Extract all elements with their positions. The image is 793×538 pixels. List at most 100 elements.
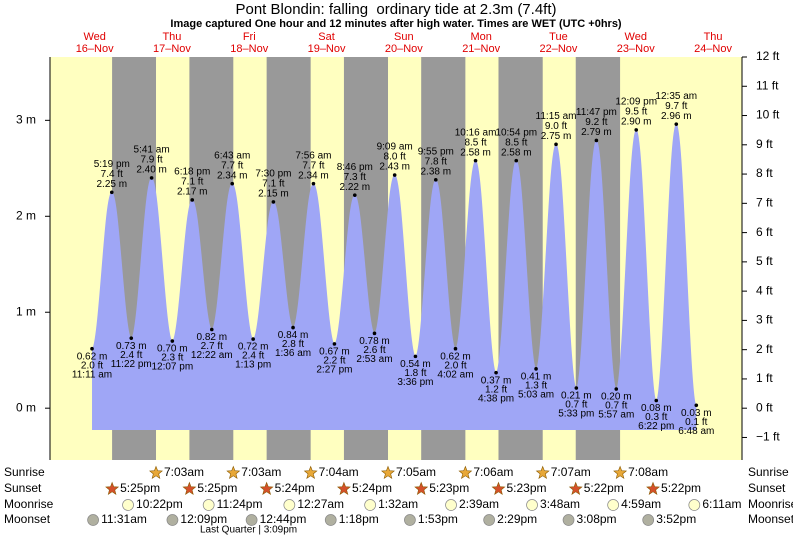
time-label: 5:57 am xyxy=(598,410,634,421)
height-ft-label: 9.0 ft xyxy=(545,121,567,132)
height-m-label: 2.58 m xyxy=(501,147,532,158)
time-label: 12:22 am xyxy=(191,350,233,361)
sunrise-time: 7:05am xyxy=(396,465,436,479)
y2-tick-label: 10 ft xyxy=(756,108,780,122)
low-water-point xyxy=(494,370,498,375)
time-label: 6:18 pm xyxy=(174,167,210,178)
sunrise-icon xyxy=(381,465,395,479)
sunrise-icon xyxy=(458,465,473,479)
height-m-label: 2.38 m xyxy=(421,166,452,177)
sunrise-time: 7:08am xyxy=(628,465,668,479)
low-water-point xyxy=(694,403,699,408)
high-water-point xyxy=(352,193,357,197)
time-label: 4:02 am xyxy=(437,369,473,380)
height-m-label: 2.22 m xyxy=(339,182,370,193)
time-label: 11:15 am xyxy=(536,111,577,122)
day-date: 24–Nov xyxy=(694,43,732,55)
y2-tick-label: 6 ft xyxy=(756,225,773,239)
sunset-icon xyxy=(646,481,660,495)
height-ft-label: 8.0 ft xyxy=(384,152,406,163)
height-m-label: 0.37 m xyxy=(481,375,512,386)
height-m-label: 0.70 m xyxy=(157,344,188,355)
high-water-point xyxy=(473,158,478,163)
y2-tick-label: 9 ft xyxy=(756,137,773,151)
moonrise-time: 1:32am xyxy=(378,497,418,511)
time-label: 12:09 pm xyxy=(615,97,657,108)
height-ft-label: 7.8 ft xyxy=(425,156,447,167)
row-label-left: Sunrise xyxy=(4,465,45,479)
data-layer xyxy=(91,123,697,431)
time-label: 8:46 pm xyxy=(337,162,373,173)
sunrise-icon xyxy=(613,465,628,479)
height-ft-label: 8.5 ft xyxy=(505,137,527,148)
time-label: 10:16 am xyxy=(455,127,497,138)
height-ft-label: 7.7 ft xyxy=(221,160,243,171)
y2-tick-label: 1 ft xyxy=(756,371,773,385)
day-date: 19–Nov xyxy=(308,43,346,55)
height-ft-label: 7.9 ft xyxy=(140,155,162,166)
y2-tick-label: 8 ft xyxy=(756,166,773,180)
day-date: 21–Nov xyxy=(462,43,500,55)
height-ft-label: 1.2 ft xyxy=(485,384,507,395)
height-ft-label: 9.5 ft xyxy=(625,107,647,118)
height-m-label: 0.41 m xyxy=(521,371,552,382)
moonset-time: 1:53pm xyxy=(418,512,458,526)
sunset-time: 5:23pm xyxy=(429,481,469,495)
height-ft-label: 7.1 ft xyxy=(262,179,284,190)
height-m-label: 2.96 m xyxy=(661,111,692,122)
day-weekday: Sat xyxy=(318,31,335,43)
sunrise-time: 7:04am xyxy=(319,465,359,479)
height-ft-label: 1.3 ft xyxy=(525,380,547,391)
height-ft-label: 0.3 ft xyxy=(645,412,667,423)
height-ft-label: 2.0 ft xyxy=(444,360,466,371)
day-date: 23–Nov xyxy=(617,43,655,55)
sunrise-icon xyxy=(226,465,241,479)
time-label: 2:53 am xyxy=(356,354,392,365)
height-m-label: 2.43 m xyxy=(379,162,410,173)
time-label: 7:56 am xyxy=(295,150,331,161)
y2-tick-label: 2 ft xyxy=(756,342,773,356)
time-label: 11:47 pm xyxy=(576,107,617,118)
low-water-point xyxy=(534,367,538,371)
day-weekday: Thu xyxy=(704,31,723,43)
height-ft-label: 7.7 ft xyxy=(302,160,324,171)
time-label: 5:19 pm xyxy=(94,159,130,170)
height-m-label: 2.79 m xyxy=(581,127,612,138)
sunset-time: 5:24pm xyxy=(352,481,392,495)
high-water-point xyxy=(230,181,235,186)
row-label-left: Moonrise xyxy=(4,497,54,511)
label-layer: Wed16–NovThu17–NovFri18–NovSat19–NovSun2… xyxy=(4,31,793,526)
sunrise-icon xyxy=(535,465,550,479)
height-ft-label: 2.0 ft xyxy=(81,360,103,371)
time-label: 11:22 pm xyxy=(111,359,152,370)
height-ft-label: 8.5 ft xyxy=(464,137,486,148)
time-label: 3:36 pm xyxy=(397,377,433,388)
moonrise-icon xyxy=(445,499,457,511)
moonset-time: 1:18pm xyxy=(339,512,379,526)
day-weekday: Sun xyxy=(394,31,414,43)
sunrise-icon xyxy=(149,465,163,479)
high-water-point xyxy=(674,122,679,126)
height-m-label: 2.17 m xyxy=(177,187,208,198)
y-tick-label: 3 m xyxy=(16,113,36,127)
height-m-label: 0.67 m xyxy=(319,347,350,358)
day-date: 22–Nov xyxy=(539,43,577,55)
moonset-time: 11:31am xyxy=(101,512,147,526)
moonset-icon xyxy=(642,514,655,526)
height-ft-label: 0.7 ft xyxy=(565,400,587,411)
moonrise-time: 10:22pm xyxy=(136,497,183,511)
moonset-time: 2:29pm xyxy=(497,512,537,526)
time-label: 1:13 pm xyxy=(235,360,271,371)
high-water-point xyxy=(311,181,316,186)
y-tick-label: 1 m xyxy=(16,304,36,318)
day-weekday: Fri xyxy=(243,31,256,43)
height-ft-label: 0.1 ft xyxy=(685,417,707,428)
sunrise-time: 7:03am xyxy=(241,465,281,479)
sunset-icon xyxy=(491,481,506,495)
moonrise-time: 2:39am xyxy=(459,497,499,511)
time-label: 5:33 pm xyxy=(558,409,594,420)
day-date: 20–Nov xyxy=(385,43,423,55)
height-m-label: 2.58 m xyxy=(460,147,491,158)
height-ft-label: 0.7 ft xyxy=(605,401,627,412)
